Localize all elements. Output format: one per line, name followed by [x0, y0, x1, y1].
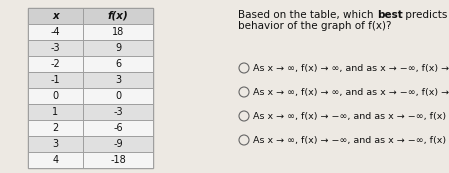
Text: -3: -3: [51, 43, 60, 53]
Bar: [83, 72, 153, 88]
Text: As x → ∞, f(x) → −∞, and as x → −∞, f(x) → −∞.: As x → ∞, f(x) → −∞, and as x → −∞, f(x)…: [253, 135, 449, 144]
Text: x: x: [52, 11, 59, 21]
Text: -2: -2: [51, 59, 60, 69]
Text: Based on the table, which: Based on the table, which: [238, 10, 377, 20]
Bar: [83, 120, 153, 136]
Bar: [83, 152, 153, 168]
Text: best: best: [377, 10, 402, 20]
Text: 1: 1: [53, 107, 58, 117]
Text: 9: 9: [115, 43, 121, 53]
Text: 4: 4: [53, 155, 58, 165]
Text: 2: 2: [53, 123, 59, 133]
Bar: [83, 56, 153, 72]
Bar: [28, 88, 83, 104]
Text: 18: 18: [112, 27, 124, 37]
Bar: [28, 104, 83, 120]
Bar: [83, 136, 153, 152]
Text: 0: 0: [53, 91, 58, 101]
Bar: [28, 40, 83, 56]
Bar: [83, 104, 153, 120]
Text: As x → ∞, f(x) → ∞, and as x → −∞, f(x) → −∞.: As x → ∞, f(x) → ∞, and as x → −∞, f(x) …: [253, 88, 449, 97]
Bar: [83, 40, 153, 56]
Text: -6: -6: [113, 123, 123, 133]
Text: -18: -18: [110, 155, 126, 165]
Text: 0: 0: [115, 91, 121, 101]
Text: f(x): f(x): [108, 11, 128, 21]
Text: 6: 6: [115, 59, 121, 69]
Bar: [28, 24, 83, 40]
Bar: [28, 56, 83, 72]
Text: -1: -1: [51, 75, 60, 85]
Bar: [28, 152, 83, 168]
Text: As x → ∞, f(x) → ∞, and as x → −∞, f(x) → ∞.: As x → ∞, f(x) → ∞, and as x → −∞, f(x) …: [253, 63, 449, 72]
Text: 3: 3: [115, 75, 121, 85]
Bar: [28, 72, 83, 88]
Bar: [28, 8, 153, 168]
Text: 3: 3: [53, 139, 58, 149]
Bar: [83, 24, 153, 40]
Text: -9: -9: [113, 139, 123, 149]
Bar: [28, 8, 83, 24]
Bar: [28, 120, 83, 136]
Bar: [28, 136, 83, 152]
Text: -4: -4: [51, 27, 60, 37]
Text: predicts the end: predicts the end: [402, 10, 449, 20]
Text: As x → ∞, f(x) → −∞, and as x → −∞, f(x) → ∞.: As x → ∞, f(x) → −∞, and as x → −∞, f(x)…: [253, 112, 449, 121]
Text: behavior of the graph of f(x)?: behavior of the graph of f(x)?: [238, 21, 392, 31]
Bar: [83, 8, 153, 24]
Text: -3: -3: [113, 107, 123, 117]
Bar: [83, 88, 153, 104]
